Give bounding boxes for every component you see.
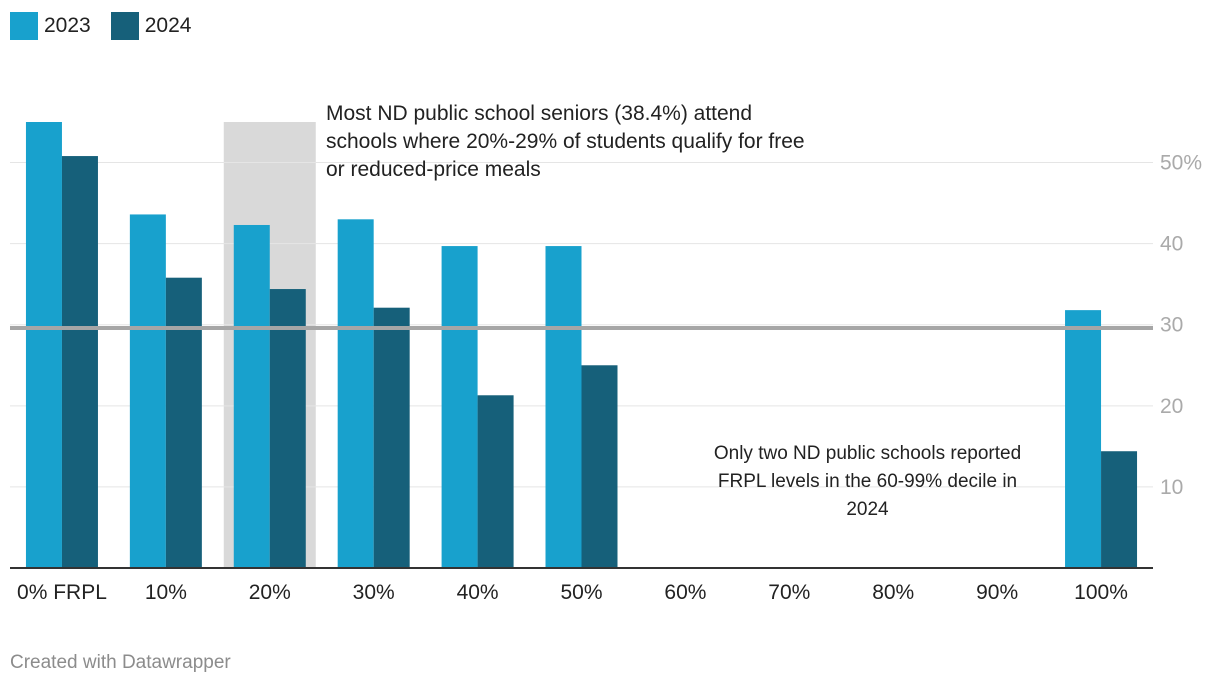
- bar-2023-2: [233, 224, 270, 568]
- bar-2024-5: [581, 365, 618, 568]
- x-tick-label-5: 50%: [560, 581, 602, 604]
- x-tick-label-7: 70%: [768, 581, 810, 604]
- bar-2024-10: [1101, 451, 1138, 568]
- bar-2023-0: [25, 122, 62, 568]
- x-tick-label-8: 80%: [872, 581, 914, 604]
- legend-label-2024: 2024: [144, 14, 192, 37]
- legend-swatch-2024: [110, 12, 139, 40]
- bar-2024-3: [373, 307, 410, 568]
- bar-chart: 10 20 30 40 50% 0% FRPL 10% 20% 30% 40% 50% 60% 70% 8…: [10, 122, 1202, 604]
- bar-2023-4: [441, 246, 478, 568]
- bar-2024-0: [61, 156, 98, 569]
- legend-label-2023: 2023: [44, 14, 91, 37]
- bar-2023-3: [337, 219, 374, 569]
- bar-2023-5: [545, 246, 582, 568]
- x-tick-label-10: 100%: [1074, 581, 1128, 604]
- legend-swatch-2023: [10, 12, 38, 40]
- bar-2023-1: [129, 214, 166, 568]
- legend-item-2023: 2023: [10, 12, 91, 40]
- annotation-bottom: Only two ND public schools reported FRPL…: [713, 443, 1022, 520]
- x-tick-label-9: 90%: [976, 581, 1018, 604]
- legend-item-2024: 2024: [110, 12, 192, 40]
- y-tick-label-40: 40: [1160, 233, 1183, 256]
- annotation-top: Most ND public school seniors (38.4%) at…: [326, 102, 805, 181]
- y-tick-label-30: 30: [1160, 314, 1183, 337]
- x-tick-label-0: 0% FRPL: [17, 581, 107, 604]
- x-tick-label-1: 10%: [145, 581, 187, 604]
- y-tick-label-20: 20: [1160, 395, 1183, 418]
- x-tick-label-4: 40%: [457, 581, 499, 604]
- bar-2024-2: [269, 289, 306, 568]
- legend: 2023 2024: [10, 12, 211, 40]
- x-tick-label-3: 30%: [353, 581, 395, 604]
- bar-2024-1: [165, 277, 202, 568]
- bar-2024-4: [477, 395, 514, 568]
- y-tick-label-10: 10: [1160, 476, 1183, 499]
- bar-2023-10: [1065, 310, 1102, 568]
- x-tick-label-6: 60%: [664, 581, 706, 604]
- y-tick-label-50: 50%: [1160, 152, 1202, 175]
- footer-credit: Created with Datawrapper: [10, 652, 231, 673]
- x-tick-label-2: 20%: [249, 581, 291, 604]
